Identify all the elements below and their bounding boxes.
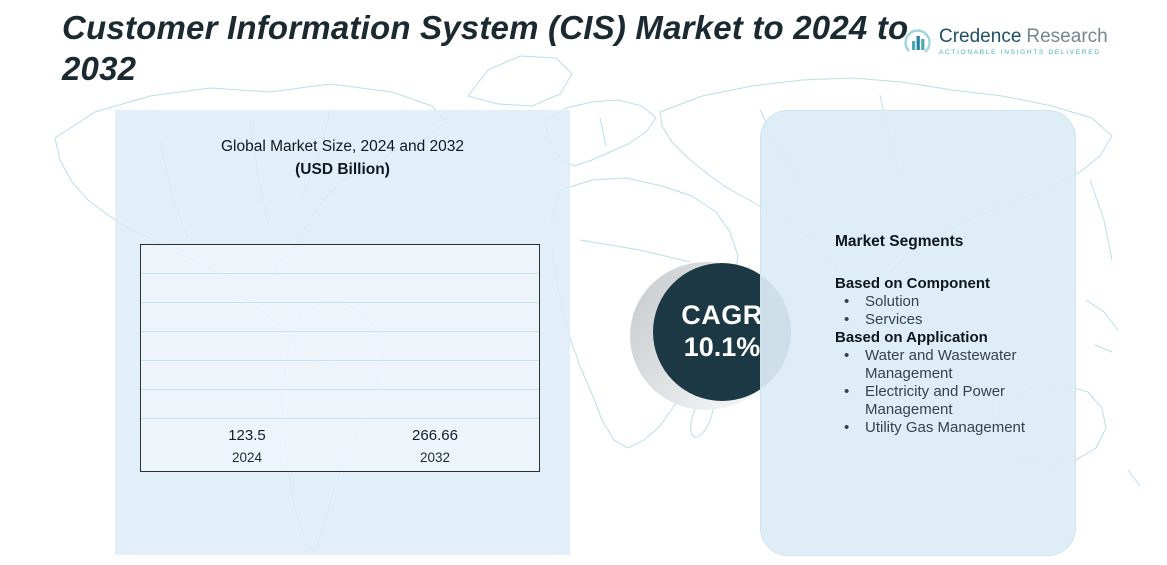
- segment-heading: Based on Application: [835, 329, 988, 346]
- segment-item: Services: [835, 311, 1053, 329]
- credence-research-logo: Credence Research Actionable Insights Del…: [903, 27, 1108, 62]
- page-title: Customer Information System (CIS) Market…: [62, 9, 909, 87]
- bar-value-2032: 266.66: [412, 427, 458, 444]
- segments-title: Market Segments: [835, 233, 964, 250]
- bar-group-2024: 123.5: [201, 427, 293, 447]
- segment-group-component: Based on Component Solution Services: [835, 275, 1047, 329]
- market-segments-panel: Market Segments Based on Component Solut…: [760, 110, 1076, 556]
- market-size-panel: Global Market Size, 2024 and 2032 (USD B…: [115, 110, 570, 555]
- chart-subtitle: (USD Billion): [295, 161, 390, 178]
- chart-plot-area: 123.5 266.66: [141, 245, 539, 447]
- cagr-label: CAGR: [681, 299, 763, 330]
- segment-item: Solution: [835, 293, 1053, 311]
- logo-wordmark: Credence Research: [939, 26, 1108, 47]
- logo-bar-chart-icon: [903, 27, 933, 62]
- segment-item: Water and Wastewater Management: [835, 347, 1053, 383]
- segment-heading: Based on Component: [835, 275, 991, 292]
- segment-item: Electricity and Power Management: [835, 383, 1053, 419]
- x-tick-2024: 2024: [231, 450, 263, 465]
- bar-value-2024: 123.5: [228, 427, 266, 444]
- bar-chart: 123.5 266.66 2024 2032: [140, 244, 540, 472]
- logo-tagline: Actionable Insights Delivered: [939, 49, 1101, 56]
- bar-group-2032: 266.66: [389, 427, 481, 447]
- segment-item: Utility Gas Management: [835, 419, 1053, 437]
- x-tick-2032: 2032: [419, 450, 451, 465]
- segment-group-application: Based on Application Water and Wastewate…: [835, 329, 1047, 437]
- chart-title: Global Market Size, 2024 and 2032: [221, 138, 464, 155]
- cagr-value: 10.1%: [683, 331, 761, 362]
- x-axis: 2024 2032: [141, 450, 539, 468]
